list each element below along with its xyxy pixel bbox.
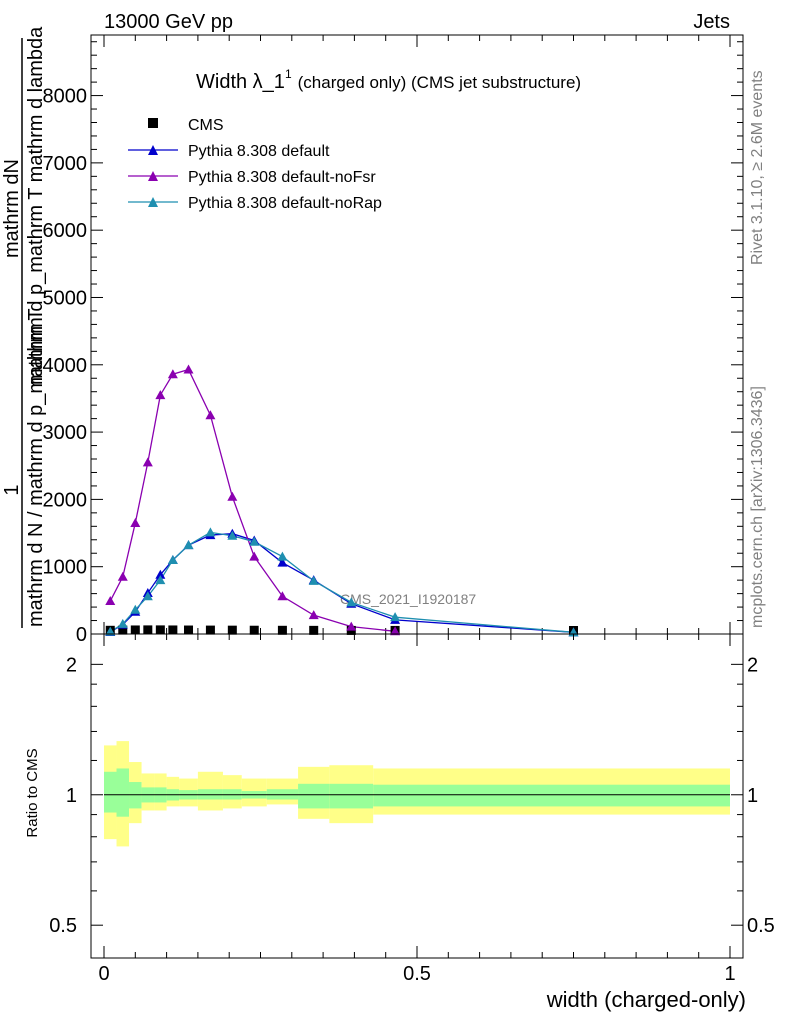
- data-point-norap: [308, 575, 319, 585]
- ratio-inner-band-bin: [373, 784, 417, 807]
- title-main: Width λ_1: [196, 71, 285, 93]
- data-point-cms: [249, 625, 259, 635]
- data-point-nofsr: [142, 457, 153, 467]
- main-y-tick-label: 8000: [43, 86, 88, 108]
- data-point-norap: [155, 575, 166, 585]
- main-y-axis-label: 1 mathrm d N / mathrm d p_mathrm T mathr…: [1, 26, 47, 628]
- series-line-norap: [109, 531, 574, 633]
- data-point-cms: [168, 625, 178, 635]
- data-point-norap: [390, 612, 401, 622]
- ratio-x-tick-label: 0.5: [403, 963, 431, 985]
- data-point-nofsr: [167, 369, 178, 379]
- ylabel-prefix-denominator: mathrm d N / mathrm d p_mathrm T: [25, 308, 47, 627]
- main-y-tick-label: 1000: [43, 557, 88, 579]
- main-y-tick-label: 5000: [43, 287, 88, 309]
- title-superscript: 1: [285, 67, 292, 81]
- data-point-norap: [277, 551, 288, 561]
- data-point-cms: [227, 625, 237, 635]
- data-point-default: [277, 557, 288, 567]
- header-energy: 13000 GeV pp: [104, 11, 233, 33]
- legend-marker-norap: [148, 197, 158, 207]
- data-point-norap: [117, 618, 128, 628]
- x-axis-label: width (charged-only): [546, 987, 746, 1012]
- main-y-tick-label: 3000: [43, 422, 88, 444]
- ratio-y-tick-label: 1: [66, 785, 77, 807]
- main-y-tick-label: 4000: [43, 355, 88, 377]
- ratio-y-tick-label-right: 1: [747, 785, 758, 807]
- ratio-inner-band-bin: [329, 783, 374, 809]
- data-point-nofsr: [130, 517, 141, 527]
- data-point-norap: [142, 591, 153, 601]
- header-process: Jets: [693, 11, 730, 33]
- data-point-cms: [205, 625, 215, 635]
- data-point-norap: [227, 530, 238, 540]
- legend-label-default: Pythia 8.308 default: [188, 143, 330, 160]
- data-point-norap: [249, 536, 260, 546]
- data-point-norap: [105, 626, 116, 636]
- series-line-default: [109, 533, 574, 633]
- data-point-cms: [143, 625, 153, 635]
- data-point-nofsr: [117, 571, 128, 581]
- data-point-norap: [205, 527, 216, 537]
- ratio-x-tick-label: 0: [98, 963, 109, 985]
- mcplots-label: mcplots.cern.ch [arXiv:1306.3436]: [749, 386, 766, 628]
- data-point-norap: [346, 597, 357, 607]
- analysis-watermark: CMS_2021_I1920187: [340, 591, 476, 607]
- data-point-cms: [118, 625, 128, 635]
- data-point-cms: [277, 625, 287, 635]
- data-point-nofsr: [183, 364, 194, 374]
- plot-title: Width λ_11 (charged only) (CMS jet substr…: [196, 67, 581, 93]
- ratio-y-tick-label-right: 0.5: [747, 915, 775, 937]
- data-point-nofsr: [155, 390, 166, 400]
- ratio-x-tick-label: 1: [724, 963, 735, 985]
- main-y-tick-label: 6000: [43, 220, 88, 242]
- legend-label-nofsr: Pythia 8.308 default-noFsr: [188, 169, 376, 186]
- data-point-norap: [183, 540, 194, 550]
- data-point-nofsr: [227, 491, 238, 501]
- ratio-inner-band-bin: [104, 771, 117, 813]
- ratio-plot-panel: 0 0.5 1 0.5 0.5 1 1 2 2 Ratio to CMS width (cha…: [24, 633, 775, 1012]
- ylabel-numerator: mathrm dN: [1, 159, 23, 258]
- data-point-nofsr: [277, 591, 288, 601]
- ratio-y-axis-label: Ratio to CMS: [24, 748, 41, 837]
- data-point-cms: [155, 625, 165, 635]
- ratio-y-tick-label-right: 2: [747, 654, 758, 676]
- ratio-y-tick-label: 2: [66, 654, 77, 676]
- data-point-cms: [184, 625, 194, 635]
- data-point-nofsr: [346, 621, 357, 631]
- legend-label-cms: CMS: [188, 117, 224, 134]
- data-point-norap: [167, 554, 178, 564]
- legend-marker-default: [148, 145, 158, 155]
- data-point-cms: [130, 625, 140, 635]
- ratio-y-tick-label: 0.5: [49, 915, 77, 937]
- ratio-inner-band-bin: [298, 783, 330, 809]
- legend-label-norap: Pythia 8.308 default-noRap: [188, 195, 382, 212]
- ratio-inner-band-bin: [116, 768, 130, 817]
- title-rest: (charged only) (CMS jet substructure): [298, 73, 581, 92]
- data-point-nofsr: [308, 610, 319, 620]
- series-line-nofsr: [109, 368, 396, 632]
- data-point-norap: [130, 604, 141, 614]
- legend-marker-cms: [148, 118, 158, 128]
- data-point-nofsr: [249, 551, 260, 561]
- ylabel-denominator: mathrm d p_mathrm T mathrm d lambda: [25, 26, 47, 385]
- ratio-inner-band-bin: [417, 784, 730, 807]
- data-point-default: [155, 569, 166, 579]
- legend: CMS Pythia 8.308 default Pythia 8.308 de…: [128, 117, 382, 212]
- data-point-nofsr: [105, 596, 116, 606]
- data-point-nofsr: [205, 410, 216, 420]
- main-y-tick-label: 0: [76, 624, 87, 646]
- ylabel-prefix-numerator: 1: [1, 484, 23, 495]
- data-point-cms: [309, 625, 319, 635]
- main-plot-panel: 0 1000 2000 3000 4000 5000 6000 7000 8000 CMS_20…: [1, 26, 744, 646]
- main-y-tick-label: 7000: [43, 153, 88, 175]
- rivet-label: Rivet 3.1.10, ≥ 2.6M events: [749, 70, 766, 265]
- main-y-tick-label: 2000: [43, 489, 88, 511]
- data-point-nofsr: [390, 626, 401, 636]
- legend-marker-nofsr: [148, 171, 158, 181]
